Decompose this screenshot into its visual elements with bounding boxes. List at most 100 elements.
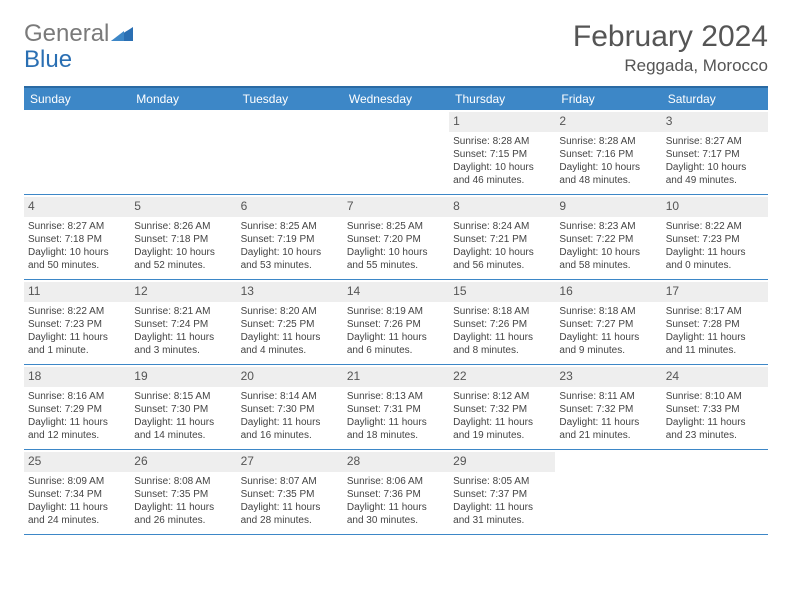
day-number: 26 xyxy=(130,452,236,472)
day-cell: 18Sunrise: 8:16 AMSunset: 7:29 PMDayligh… xyxy=(24,365,130,449)
sunrise-text: Sunrise: 8:06 AM xyxy=(347,475,445,488)
sunrise-text: Sunrise: 8:27 AM xyxy=(28,220,126,233)
day-number: 7 xyxy=(343,197,449,217)
sunrise-text: Sunrise: 8:07 AM xyxy=(241,475,339,488)
day-cell: 7Sunrise: 8:25 AMSunset: 7:20 PMDaylight… xyxy=(343,195,449,279)
week-row: 18Sunrise: 8:16 AMSunset: 7:29 PMDayligh… xyxy=(24,365,768,450)
day-number: 15 xyxy=(449,282,555,302)
week-row: 11Sunrise: 8:22 AMSunset: 7:23 PMDayligh… xyxy=(24,280,768,365)
month-title: February 2024 xyxy=(573,20,768,54)
logo-text-general: General xyxy=(24,20,109,48)
day-number: 3 xyxy=(662,112,768,132)
dayhead-wed: Wednesday xyxy=(343,88,449,110)
daylight-text: Daylight: 11 hours and 24 minutes. xyxy=(28,501,126,527)
sunrise-text: Sunrise: 8:26 AM xyxy=(134,220,232,233)
daylight-text: Daylight: 11 hours and 12 minutes. xyxy=(28,416,126,442)
daylight-text: Daylight: 11 hours and 19 minutes. xyxy=(453,416,551,442)
sunset-text: Sunset: 7:25 PM xyxy=(241,318,339,331)
day-number: 5 xyxy=(130,197,236,217)
logo: GeneralBlue xyxy=(24,20,133,74)
sunset-text: Sunset: 7:19 PM xyxy=(241,233,339,246)
week-row: 1Sunrise: 8:28 AMSunset: 7:15 PMDaylight… xyxy=(24,110,768,195)
daylight-text: Daylight: 10 hours and 56 minutes. xyxy=(453,246,551,272)
day-number: 11 xyxy=(24,282,130,302)
day-number: 28 xyxy=(343,452,449,472)
week-row: 4Sunrise: 8:27 AMSunset: 7:18 PMDaylight… xyxy=(24,195,768,280)
day-cell: 1Sunrise: 8:28 AMSunset: 7:15 PMDaylight… xyxy=(449,110,555,194)
day-number: 4 xyxy=(24,197,130,217)
sunset-text: Sunset: 7:17 PM xyxy=(666,148,764,161)
day-number: 8 xyxy=(449,197,555,217)
sunrise-text: Sunrise: 8:24 AM xyxy=(453,220,551,233)
day-cell: 9Sunrise: 8:23 AMSunset: 7:22 PMDaylight… xyxy=(555,195,661,279)
dayhead-fri: Friday xyxy=(555,88,661,110)
sunrise-text: Sunrise: 8:11 AM xyxy=(559,390,657,403)
daylight-text: Daylight: 11 hours and 9 minutes. xyxy=(559,331,657,357)
daylight-text: Daylight: 11 hours and 3 minutes. xyxy=(134,331,232,357)
sunset-text: Sunset: 7:33 PM xyxy=(666,403,764,416)
sunrise-text: Sunrise: 8:23 AM xyxy=(559,220,657,233)
sunrise-text: Sunrise: 8:18 AM xyxy=(559,305,657,318)
day-number: 12 xyxy=(130,282,236,302)
daylight-text: Daylight: 11 hours and 30 minutes. xyxy=(347,501,445,527)
day-number: 13 xyxy=(237,282,343,302)
daylight-text: Daylight: 10 hours and 58 minutes. xyxy=(559,246,657,272)
day-cell xyxy=(662,450,768,534)
day-number: 19 xyxy=(130,367,236,387)
sunset-text: Sunset: 7:16 PM xyxy=(559,148,657,161)
sunrise-text: Sunrise: 8:09 AM xyxy=(28,475,126,488)
day-cell: 21Sunrise: 8:13 AMSunset: 7:31 PMDayligh… xyxy=(343,365,449,449)
sunset-text: Sunset: 7:37 PM xyxy=(453,488,551,501)
sunrise-text: Sunrise: 8:05 AM xyxy=(453,475,551,488)
sunrise-text: Sunrise: 8:17 AM xyxy=(666,305,764,318)
daylight-text: Daylight: 10 hours and 53 minutes. xyxy=(241,246,339,272)
day-cell: 27Sunrise: 8:07 AMSunset: 7:35 PMDayligh… xyxy=(237,450,343,534)
day-cell: 13Sunrise: 8:20 AMSunset: 7:25 PMDayligh… xyxy=(237,280,343,364)
day-number: 1 xyxy=(449,112,555,132)
daylight-text: Daylight: 10 hours and 55 minutes. xyxy=(347,246,445,272)
dayhead-thu: Thursday xyxy=(449,88,555,110)
daylight-text: Daylight: 10 hours and 50 minutes. xyxy=(28,246,126,272)
day-number: 20 xyxy=(237,367,343,387)
day-number: 23 xyxy=(555,367,661,387)
dayhead-tue: Tuesday xyxy=(237,88,343,110)
day-cell: 24Sunrise: 8:10 AMSunset: 7:33 PMDayligh… xyxy=(662,365,768,449)
sunset-text: Sunset: 7:21 PM xyxy=(453,233,551,246)
sunset-text: Sunset: 7:30 PM xyxy=(241,403,339,416)
daylight-text: Daylight: 10 hours and 52 minutes. xyxy=(134,246,232,272)
sunrise-text: Sunrise: 8:28 AM xyxy=(559,135,657,148)
day-number: 22 xyxy=(449,367,555,387)
sunset-text: Sunset: 7:34 PM xyxy=(28,488,126,501)
day-number: 6 xyxy=(237,197,343,217)
daylight-text: Daylight: 10 hours and 48 minutes. xyxy=(559,161,657,187)
sunset-text: Sunset: 7:23 PM xyxy=(28,318,126,331)
day-cell: 29Sunrise: 8:05 AMSunset: 7:37 PMDayligh… xyxy=(449,450,555,534)
sunrise-text: Sunrise: 8:27 AM xyxy=(666,135,764,148)
sunset-text: Sunset: 7:23 PM xyxy=(666,233,764,246)
day-cell: 4 Sunrise: 8:27 AMSunset: 7:18 PMDaylight… xyxy=(24,195,130,279)
calendar: Sunday Monday Tuesday Wednesday Thursday… xyxy=(24,86,768,535)
day-cell xyxy=(343,110,449,194)
day-cell: 10Sunrise: 8:22 AMSunset: 7:23 PMDayligh… xyxy=(662,195,768,279)
day-cell: 19Sunrise: 8:15 AMSunset: 7:30 PMDayligh… xyxy=(130,365,236,449)
day-cell: 16Sunrise: 8:18 AMSunset: 7:27 PMDayligh… xyxy=(555,280,661,364)
daylight-text: Daylight: 11 hours and 18 minutes. xyxy=(347,416,445,442)
day-cell: 22Sunrise: 8:12 AMSunset: 7:32 PMDayligh… xyxy=(449,365,555,449)
day-number: 9 xyxy=(555,197,661,217)
sunrise-text: Sunrise: 8:10 AM xyxy=(666,390,764,403)
day-number: 24 xyxy=(662,367,768,387)
daylight-text: Daylight: 11 hours and 14 minutes. xyxy=(134,416,232,442)
daylight-text: Daylight: 11 hours and 21 minutes. xyxy=(559,416,657,442)
day-number: 17 xyxy=(662,282,768,302)
sunset-text: Sunset: 7:18 PM xyxy=(28,233,126,246)
day-cell: 8 Sunrise: 8:24 AMSunset: 7:21 PMDaylight… xyxy=(449,195,555,279)
day-cell: 25Sunrise: 8:09 AMSunset: 7:34 PMDayligh… xyxy=(24,450,130,534)
day-cell: 17Sunrise: 8:17 AMSunset: 7:28 PMDayligh… xyxy=(662,280,768,364)
sunset-text: Sunset: 7:32 PM xyxy=(453,403,551,416)
dayhead-sat: Saturday xyxy=(662,88,768,110)
sunset-text: Sunset: 7:35 PM xyxy=(241,488,339,501)
daylight-text: Daylight: 10 hours and 46 minutes. xyxy=(453,161,551,187)
daylight-text: Daylight: 11 hours and 0 minutes. xyxy=(666,246,764,272)
logo-text-blue: Blue xyxy=(24,46,72,74)
sunset-text: Sunset: 7:31 PM xyxy=(347,403,445,416)
